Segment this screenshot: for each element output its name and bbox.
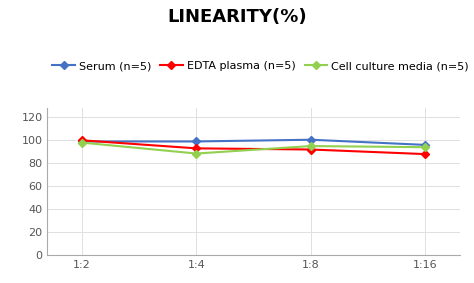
Cell culture media (n=5): [308, 144, 314, 148]
Serum (n=5): [308, 138, 314, 142]
Serum (n=5): [193, 140, 199, 143]
Legend: Serum (n=5), EDTA plasma (n=5), Cell culture media (n=5): Serum (n=5), EDTA plasma (n=5), Cell cul…: [48, 57, 474, 76]
EDTA plasma (n=5): [193, 147, 199, 150]
Line: EDTA plasma (n=5): EDTA plasma (n=5): [79, 138, 428, 157]
Line: Cell culture media (n=5): Cell culture media (n=5): [79, 140, 428, 156]
EDTA plasma (n=5): [308, 148, 314, 151]
EDTA plasma (n=5): [79, 139, 84, 142]
Line: Serum (n=5): Serum (n=5): [79, 137, 428, 148]
EDTA plasma (n=5): [422, 153, 428, 156]
Cell culture media (n=5): [79, 141, 84, 144]
Cell culture media (n=5): [422, 145, 428, 149]
Serum (n=5): [422, 143, 428, 147]
Cell culture media (n=5): [193, 152, 199, 155]
Text: LINEARITY(%): LINEARITY(%): [167, 8, 307, 27]
Serum (n=5): [79, 140, 84, 143]
